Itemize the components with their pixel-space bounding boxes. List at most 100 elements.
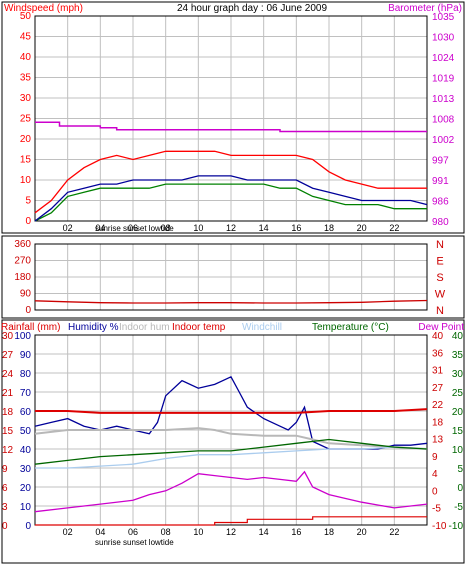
x-tick-label: 12 [226, 527, 236, 537]
panel-3-x-annotation: sunrise sunset lowtide [95, 538, 174, 547]
x-tick-label: 06 [128, 223, 138, 233]
panel-1-title: 24 hour graph day : 06 June 2009 [177, 3, 328, 14]
right-tick-label: 1024 [432, 53, 455, 64]
panel-3-grid [35, 335, 427, 525]
rain-tick-label: 12 [2, 445, 14, 456]
right-tick-label: 980 [432, 217, 449, 228]
panel-1-x-annotation: sunrise sunset lowtide [95, 224, 174, 233]
temp-tick-label-a: 9 [432, 452, 438, 463]
x-tick-label: 02 [63, 527, 73, 537]
humidity-tick-label: 90 [20, 350, 32, 361]
x-tick-label: 16 [291, 527, 301, 537]
temp-tick-label-a: -10 [432, 521, 447, 532]
panel-2-plot-area [34, 243, 428, 311]
temp-tick-label-b: 10 [452, 445, 464, 456]
temp-tick-label-b: 5 [457, 464, 463, 475]
temp-tick-label-b: 30 [452, 369, 464, 380]
compass-tick-label: S [436, 272, 443, 284]
series-gust [34, 150, 427, 214]
rain-tick-label: 30 [2, 331, 14, 342]
humidity-tick-label: 100 [14, 331, 31, 342]
panel-1-frame [1, 1, 465, 234]
temp-tick-label-a: 18 [432, 417, 444, 428]
panel-2-grid [35, 244, 427, 310]
left-tick-label: 5 [25, 196, 31, 207]
series-windchill [35, 446, 428, 469]
right-tick-label: 1013 [432, 94, 455, 105]
humidity-tick-label: 60 [20, 407, 32, 418]
direction-tick-label: 270 [14, 256, 31, 267]
legend-temperature: Temperature (°C) [312, 322, 389, 333]
direction-tick-label: 360 [14, 239, 31, 250]
temp-tick-label-b: 35 [452, 350, 464, 361]
compass-tick-label: W [435, 289, 446, 301]
x-tick-label: 10 [193, 527, 203, 537]
x-tick-label: 08 [161, 223, 171, 233]
direction-tick-label: 90 [20, 289, 32, 300]
right-tick-label: 1030 [432, 33, 455, 44]
x-tick-label: 14 [259, 223, 269, 233]
legend-windchill: Windchill [242, 322, 282, 333]
humidity-tick-label: 80 [20, 369, 32, 380]
left-tick-label: 10 [20, 175, 32, 186]
series-avg_wind [34, 183, 427, 222]
x-tick-label: 08 [161, 527, 171, 537]
right-tick-label: 986 [432, 197, 449, 208]
temp-tick-label-a: 4 [432, 469, 438, 480]
temp-tick-label-b: 0 [457, 483, 463, 494]
temp-tick-label-a: 22 [432, 400, 444, 411]
x-tick-label: 12 [226, 223, 236, 233]
compass-tick-label: E [436, 256, 443, 268]
humidity-tick-label: 40 [20, 445, 32, 456]
temp-tick-label-a: 0 [432, 486, 438, 497]
x-tick-label: 16 [291, 223, 301, 233]
x-tick-label: 18 [324, 527, 334, 537]
panel-3-series [34, 375, 428, 526]
temp-tick-label-b: 25 [452, 388, 464, 399]
right-tick-label: 991 [432, 176, 449, 187]
panel-1-plot-area [34, 15, 428, 222]
humidity-tick-label: 20 [20, 483, 32, 494]
temp-tick-label-a: 40 [432, 331, 444, 342]
x-tick-label: 20 [357, 527, 367, 537]
rain-tick-label: 3 [2, 502, 8, 513]
x-tick-label: 02 [63, 223, 73, 233]
direction-tick-label: 180 [14, 272, 31, 283]
panel-1-ticks: 02 04 06 08 10 12 14 16 18 20 22 0 5 10 15 20 25 30 35 40 45… [20, 11, 455, 233]
humidity-tick-label: 70 [20, 388, 32, 399]
temp-tick-label-a: 27 [432, 383, 444, 394]
left-tick-label: 35 [20, 73, 32, 84]
legend-indoor-temp: Indoor temp [172, 322, 226, 333]
x-tick-label: 22 [389, 527, 399, 537]
series-dew_point [34, 470, 428, 513]
humidity-tick-label: 50 [20, 426, 32, 437]
right-tick-label: 1008 [432, 115, 455, 126]
rain-tick-label: 6 [2, 483, 8, 494]
temp-tick-label-a: -5 [432, 504, 441, 515]
legend-humidity: Humidity % [68, 322, 119, 333]
temp-tick-label-a: 31 [432, 366, 444, 377]
rain-tick-label: 9 [2, 464, 8, 475]
left-tick-label: 50 [20, 11, 32, 22]
x-tick-label: 18 [324, 223, 334, 233]
series-rainfall [35, 516, 427, 526]
x-tick-label: 06 [128, 527, 138, 537]
humidity-tick-label: 30 [20, 464, 32, 475]
panel-3-legend: Rainfall (mm) Humidity % Indoor hum Indo… [1, 322, 464, 333]
right-tick-label: 1035 [432, 12, 455, 23]
x-tick-label: 10 [193, 223, 203, 233]
panel-2-frame [1, 235, 465, 319]
panel-2-series [34, 299, 428, 304]
temp-tick-label-b: 15 [452, 426, 464, 437]
left-tick-label: 45 [20, 32, 32, 43]
x-tick-label: 22 [389, 223, 399, 233]
series-indoor_temp [35, 408, 428, 414]
panel-1-right-axis-label: Barometer (hPa) [388, 3, 462, 14]
left-tick-label: 30 [20, 93, 32, 104]
series-temperature [34, 438, 428, 465]
right-tick-label: 1002 [432, 135, 455, 146]
x-tick-label: 04 [95, 223, 105, 233]
rain-tick-label: 27 [2, 350, 14, 361]
